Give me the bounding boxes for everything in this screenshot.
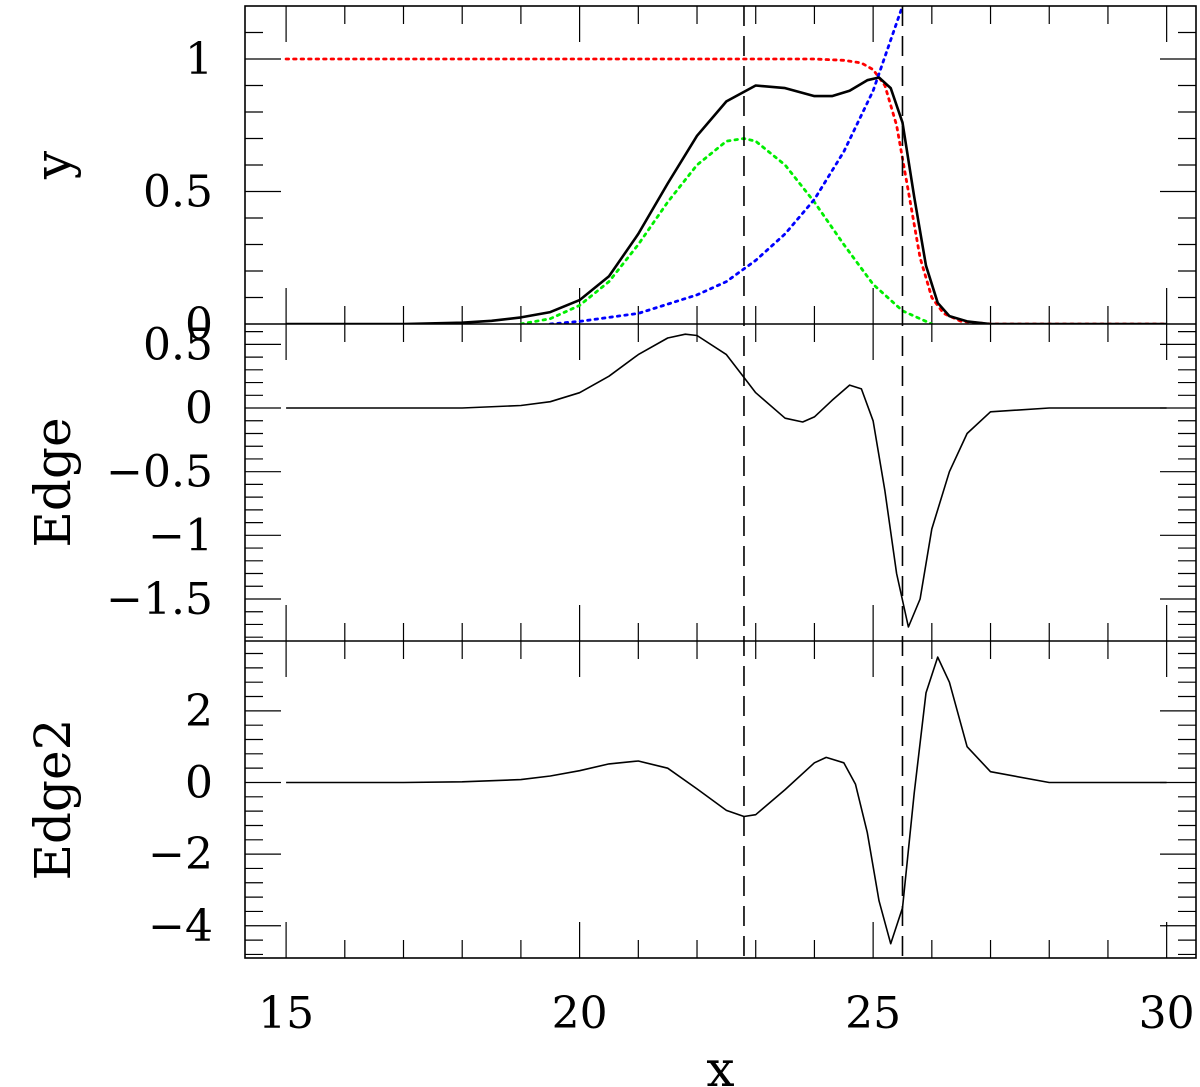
axes-frame (244, 5, 1197, 959)
series-line-step (284, 57, 1168, 324)
panel-top: 0 0.5 1 y (24, 6, 1196, 350)
x-tick-label: 30 (1139, 988, 1195, 1039)
series-line-edge (286, 333, 1167, 628)
y-axis-label: Edge2 (24, 719, 82, 881)
series-line-total (286, 76, 1167, 324)
y-tick-label: 1 (185, 34, 213, 85)
reference-lines (743, 6, 904, 958)
series-line-gauss (519, 137, 934, 324)
x-axis-label: x (706, 1040, 734, 1087)
x-tick-label: 20 (552, 988, 608, 1039)
y-tick-label: −1 (148, 510, 213, 561)
y-tick-label: 0.5 (143, 167, 213, 218)
y-tick-label: 2 (185, 686, 213, 737)
y-tick-label: 0 (185, 757, 213, 808)
y-tick-label: 0 (185, 299, 213, 350)
y-tick-label: 0.5 (143, 319, 213, 370)
x-tick-label: 15 (258, 988, 314, 1039)
y-axis-label: y (24, 150, 82, 180)
x-axis: 15 20 25 30 x (258, 988, 1195, 1087)
series-line-edge2 (286, 656, 1167, 945)
y-tick-label: −1.5 (106, 574, 213, 625)
y-tick-label: 0 (185, 383, 213, 434)
y-tick-label: −4 (148, 901, 213, 952)
panel-bottom: −4 −2 0 2 Edge2 (24, 641, 1196, 958)
series-line-expo (548, 6, 904, 324)
y-tick-label: −2 (148, 829, 213, 880)
y-axis-label: Edge (24, 417, 82, 547)
y-tick-label: −0.5 (106, 447, 213, 498)
x-tick-label: 25 (845, 988, 901, 1039)
panel-middle: −1.5 −1 −0.5 0 0.5 Edge (24, 319, 1196, 641)
plot-frame (244, 5, 1197, 959)
